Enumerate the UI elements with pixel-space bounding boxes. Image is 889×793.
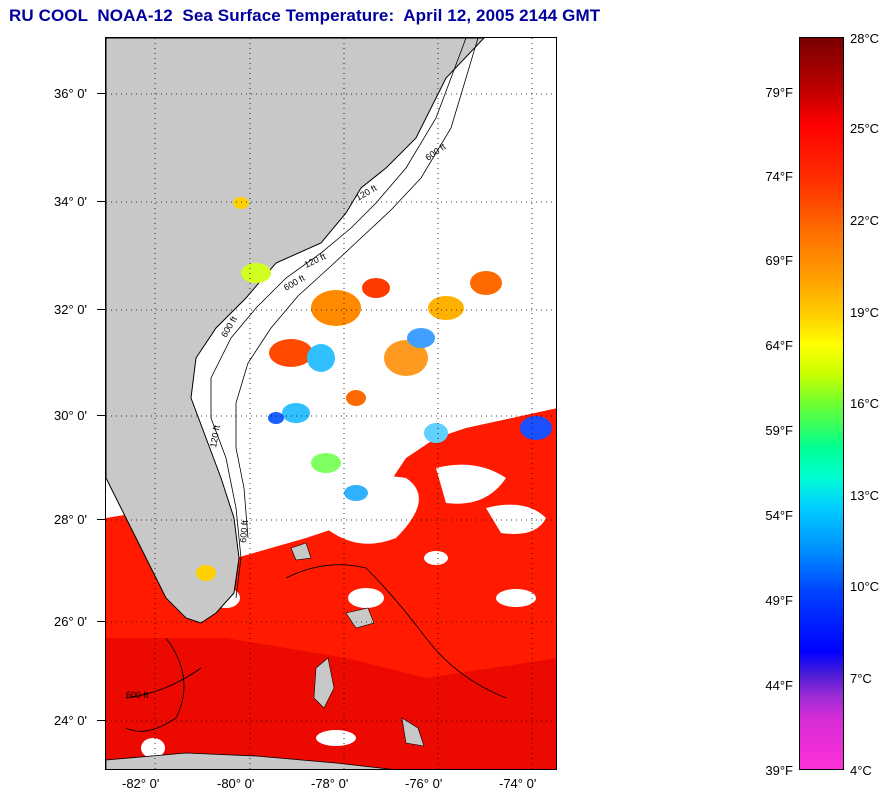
lat-label: 26° 0' [54,614,87,629]
lon-label: -80° 0' [217,776,255,791]
celsius-label: 13°C [850,488,880,503]
celsius-label: 28°C [850,31,880,46]
fahrenheit-label: 79°F [765,85,793,100]
celsius-label: 19°C [850,305,880,320]
lon-label: -78° 0' [311,776,349,791]
us-landmass [106,38,485,624]
bathymetry-contours [125,38,507,732]
fahrenheit-label: 64°F [765,338,793,353]
sst-patches [196,197,552,581]
map-title: RU COOL NOAA-12 Sea Surface Temperature:… [9,6,601,25]
celsius-label: 25°C [850,121,880,136]
contour-label: 120 ft [303,251,328,270]
celsius-label: 7°C [850,671,872,686]
fahrenheit-label: 39°F [765,763,793,778]
fahrenheit-label: 69°F [765,253,793,268]
lat-label: 28° 0' [54,512,87,527]
contour-label: 600 ft [126,690,149,700]
contour-label: 600 ft [423,141,448,162]
lat-tick [97,621,105,622]
lat-tick [97,93,105,94]
celsius-label: 22°C [850,213,880,228]
fahrenheit-label: 54°F [765,508,793,523]
lat-tick [97,415,105,416]
bahamas-islands [290,542,425,747]
lat-tick [97,720,105,721]
sst-map-graphic: 600 ft 120 ft 600 ft 120 ft 600 ft 120 f… [106,38,556,769]
temperature-colorbar [799,37,844,770]
cuba-coast [106,752,393,769]
lon-label: -76° 0' [405,776,443,791]
fahrenheit-label: 74°F [765,169,793,184]
lat-tick [97,309,105,310]
lat-tick [97,201,105,202]
celsius-label: 16°C [850,396,880,411]
celsius-label: 10°C [850,579,880,594]
lat-tick [97,519,105,520]
lat-label: 30° 0' [54,408,87,423]
lon-label: -74° 0' [499,776,537,791]
florida-keys [125,667,202,699]
contour-label: 120 ft [208,424,222,448]
contour-label: 600 ft [238,519,250,543]
fahrenheit-label: 44°F [765,678,793,693]
contour-label: 600 ft [282,273,307,293]
lon-label: -82° 0' [122,776,160,791]
lat-label: 34° 0' [54,194,87,209]
fahrenheit-label: 49°F [765,593,793,608]
graticule [106,38,556,769]
sst-map: 600 ft 120 ft 600 ft 120 ft 600 ft 120 f… [105,37,557,770]
lat-label: 32° 0' [54,302,87,317]
lat-label: 36° 0' [54,86,87,101]
fahrenheit-label: 59°F [765,423,793,438]
lat-label: 24° 0' [54,713,87,728]
warm-water-deep [106,638,556,769]
celsius-label: 4°C [850,763,872,778]
